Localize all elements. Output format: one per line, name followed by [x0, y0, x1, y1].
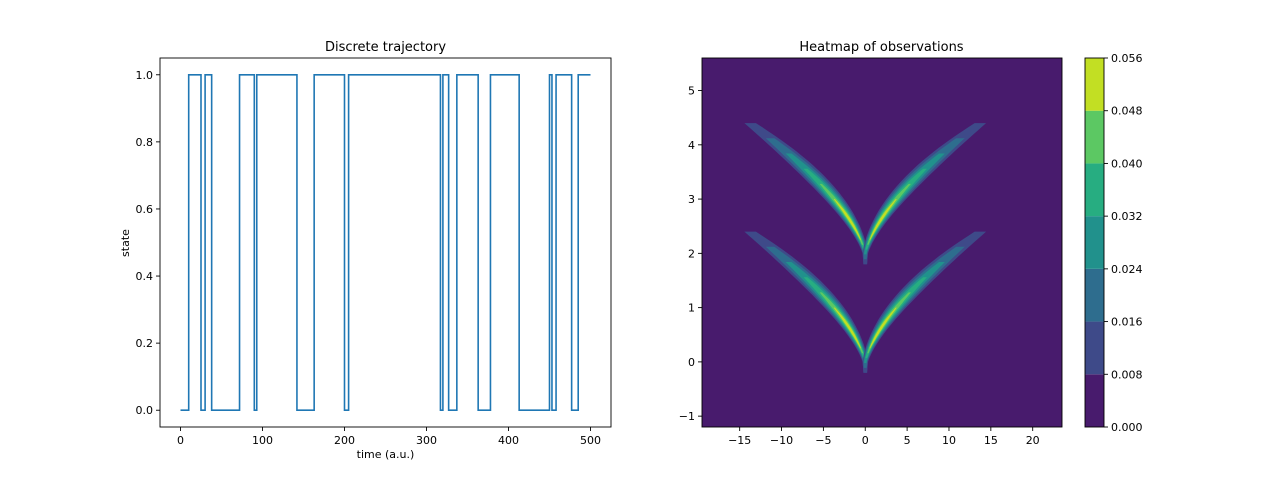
colorbar-tick-label: 0.040 [1111, 157, 1143, 170]
colorbar-tick-label: 0.008 [1111, 368, 1143, 381]
x-tick-label: 300 [416, 434, 437, 447]
colorbar-band [1085, 110, 1104, 164]
colorbar-tick-label: 0.000 [1111, 421, 1143, 434]
x-tick-label: 500 [580, 434, 601, 447]
heatmap-y-ticks: −1 0 1 2 3 4 5 [679, 85, 702, 423]
colorbar-band [1085, 321, 1104, 375]
colorbar-tick-label: 0.016 [1111, 316, 1143, 329]
heatmap-contours [744, 123, 987, 373]
colorbar-tick-label: 0.024 [1111, 263, 1143, 276]
heatmap-title: Heatmap of observations [799, 40, 963, 55]
y-tick-label: 2 [688, 247, 695, 260]
y-tick-label: 0 [688, 356, 695, 369]
colorbar-tick-label: 0.056 [1111, 52, 1143, 65]
trajectory-frame [159, 57, 612, 428]
y-tick-label: 0.8 [136, 136, 154, 149]
x-tick-label: 0 [862, 434, 869, 447]
trajectory-line [180, 73, 591, 412]
density-contour [869, 199, 897, 240]
y-tick-label: 1 [688, 302, 695, 315]
colorbar-ticks: 0.000 0.008 0.016 0.024 0.032 0.040 0.048 0.056 [1104, 52, 1143, 434]
density-contour [833, 307, 861, 349]
x-tick-label: 400 [498, 434, 519, 447]
x-tick-label: −5 [815, 434, 831, 447]
trajectory-title: Discrete trajectory [325, 40, 446, 55]
y-tick-label: 0.6 [136, 203, 154, 216]
y-tick-label: 3 [688, 193, 695, 206]
colorbar-band [1085, 163, 1104, 217]
x-tick-label: 100 [252, 434, 273, 447]
colorbar-frame [1084, 57, 1105, 428]
trajectory-x-ticks: 0 100 200 300 400 500 [177, 427, 601, 447]
x-tick-label: −10 [770, 434, 793, 447]
x-tick-label: 0 [177, 434, 184, 447]
colorbar-tick-label: 0.032 [1111, 210, 1143, 223]
y-tick-label: 0.4 [136, 270, 154, 283]
colorbar-band [1085, 374, 1104, 427]
x-tick-label: 5 [904, 434, 911, 447]
x-tick-label: −15 [728, 434, 751, 447]
density-contour [869, 307, 897, 349]
colorbar: 0.000 0.008 0.016 0.024 0.032 0.040 0.048 0.056 [1084, 52, 1143, 434]
heatmap-background [702, 58, 1062, 427]
x-tick-label: 20 [1026, 434, 1040, 447]
colorbar-tick-label: 0.048 [1111, 105, 1143, 118]
trajectory-plot-background [160, 58, 611, 427]
colorbar-band [1085, 58, 1104, 111]
x-tick-label: 10 [942, 434, 956, 447]
trajectory-y-label: state [119, 229, 132, 257]
heatmap-x-ticks: −15 −10 −5 0 5 10 15 20 [728, 427, 1040, 447]
heatmap-frame [701, 57, 1063, 428]
colorbar-bands [1085, 58, 1104, 427]
y-tick-label: 1.0 [136, 69, 154, 82]
trajectory-y-ticks: 0.0 0.2 0.4 0.6 0.8 1.0 [136, 69, 160, 417]
y-tick-label: 4 [688, 139, 695, 152]
x-tick-label: 15 [984, 434, 998, 447]
x-tick-label: 200 [334, 434, 355, 447]
y-tick-label: 0.2 [136, 337, 154, 350]
colorbar-band [1085, 216, 1104, 269]
colorbar-band [1085, 268, 1104, 322]
trajectory-chart: Discrete trajectory 0 100 200 300 400 500 0.0… [119, 40, 612, 461]
heatmap-chart: Heatmap of observations −15 −10 −5 0 5 10 15 20… [679, 40, 1063, 447]
y-tick-label: 5 [688, 85, 695, 98]
y-tick-label: −1 [679, 410, 695, 423]
trajectory-x-label: time (a.u.) [357, 448, 415, 461]
density-contour [833, 199, 861, 240]
y-tick-label: 0.0 [136, 404, 154, 417]
